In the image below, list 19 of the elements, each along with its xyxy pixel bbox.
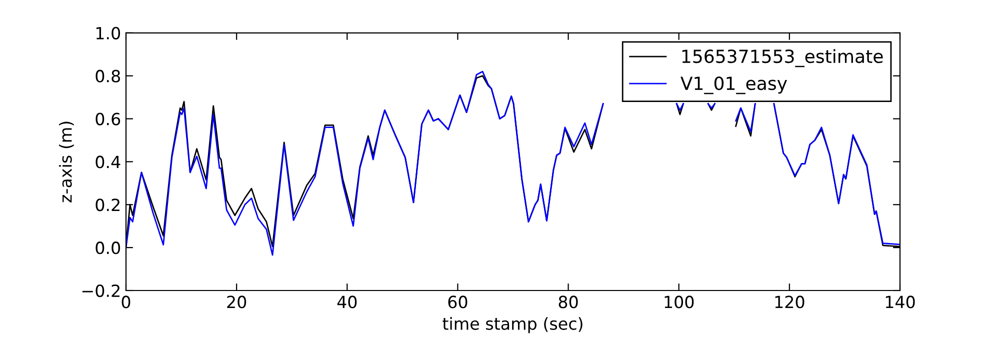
x-tick-label: 20 <box>227 296 246 308</box>
x-tick-label: 40 <box>337 296 357 308</box>
y-tick-label: 0.4 <box>96 156 120 168</box>
y-tick-label: 0.8 <box>96 70 120 82</box>
y-tick-label: −0.2 <box>82 284 120 298</box>
legend-label: V1_01_easy <box>680 76 787 94</box>
x-axis-title: time stamp (sec) <box>442 317 582 334</box>
x-tick-label: 0 <box>122 296 130 308</box>
x-tick-label: 100 <box>664 296 694 308</box>
x-tick-label: 140 <box>886 296 915 308</box>
y-axis-title: z-axis (m) <box>58 122 74 202</box>
x-tick-label: 80 <box>558 296 578 308</box>
y-tick-label: 0.0 <box>96 242 120 254</box>
x-tick-label: 60 <box>448 296 468 308</box>
y-tick-label: 0.6 <box>96 112 120 126</box>
x-tick-label: 120 <box>775 296 804 308</box>
y-tick-label: 1.0 <box>96 26 120 40</box>
y-tick-label: 0.2 <box>96 198 120 212</box>
legend-label: 1565371553_estimate <box>682 49 883 68</box>
